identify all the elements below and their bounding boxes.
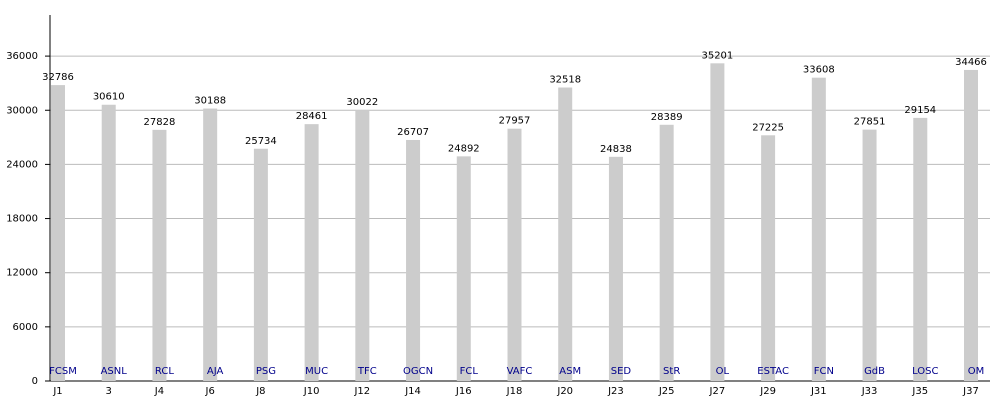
value-label: 28461 [296,111,328,122]
value-label: 28389 [651,112,683,123]
bar-label: VAFC [507,366,533,377]
value-label: 27828 [144,117,176,128]
x-tick-label: J4 [154,386,164,397]
x-tick-label: J1 [52,386,62,397]
x-tick-label: J6 [205,386,215,397]
bar-label: FCL [460,366,479,377]
value-label: 29154 [904,105,936,116]
value-label: 32518 [549,75,581,86]
y-tick-label: 0 [32,376,38,387]
bar-label: OL [716,366,730,377]
bar [811,77,826,381]
bar [913,117,928,382]
bar-label: LOSC [912,366,938,377]
x-tick-label: J25 [658,386,675,397]
x-tick-label: J8 [255,386,265,397]
bar [51,85,65,381]
bar [761,135,776,381]
bar-label: SED [611,366,632,377]
bar [253,148,268,381]
bar-label: ASNL [101,366,128,377]
value-label: 26707 [397,127,429,138]
x-tick-label: J31 [810,386,827,397]
value-label: 35201 [701,50,733,61]
value-label: 27851 [854,117,886,128]
x-tick-label: J18 [506,386,523,397]
bar [608,156,623,381]
bar [101,104,116,381]
value-label: 34466 [955,57,987,68]
y-tick-label: 12000 [6,268,38,279]
value-label: 25734 [245,136,277,147]
bar-label: TFC [357,366,377,377]
x-tick-label: J14 [404,386,421,397]
bar-label: RCL [155,366,174,377]
value-label: 27225 [752,122,784,133]
y-tick-label: 6000 [13,322,38,333]
value-label: 32786 [42,72,74,83]
bar-label: MUC [305,366,328,377]
bar [406,139,421,381]
bar-label: FCSM [49,366,77,377]
bar [152,129,167,381]
bar-label: AJA [207,366,224,377]
bar [862,129,877,381]
bar [507,128,522,381]
y-tick-label: 24000 [6,159,38,170]
bar-label: GdB [864,366,885,377]
bar [964,69,978,382]
x-tick-label: J10 [303,386,320,397]
x-tick-label: J20 [556,386,573,397]
value-label: 30610 [93,92,125,103]
value-label: 24892 [448,143,480,154]
value-label: 24838 [600,144,632,155]
bar [456,156,471,381]
bar-label: OGCN [403,366,433,377]
value-label: 33608 [803,65,835,76]
bar-label: OM [968,366,985,377]
value-label: 30188 [194,96,226,107]
x-tick-label: J12 [353,386,370,397]
bar [304,124,319,382]
x-tick-label: 3 [106,386,112,397]
x-tick-label: J23 [607,386,624,397]
bar [355,110,370,381]
x-tick-label: J37 [962,386,979,397]
bar-label: ASM [559,366,581,377]
bar [558,87,573,381]
x-tick-label: J27 [709,386,726,397]
y-tick-label: 36000 [6,51,38,62]
bar [659,124,674,381]
x-tick-label: J16 [455,386,472,397]
y-tick-label: 18000 [6,214,38,225]
bar-label: ESTAC [757,366,789,377]
x-tick-label: J35 [911,386,928,397]
bar-label: PSG [256,366,276,377]
bar [203,108,218,382]
y-tick-label: 30000 [6,105,38,116]
bar-label: StR [663,366,680,377]
x-tick-label: J29 [759,386,776,397]
x-tick-label: J33 [861,386,878,397]
bar [710,63,725,381]
value-label: 27957 [499,116,531,127]
value-label: 30022 [346,97,378,108]
bar-label: FCN [814,366,834,377]
